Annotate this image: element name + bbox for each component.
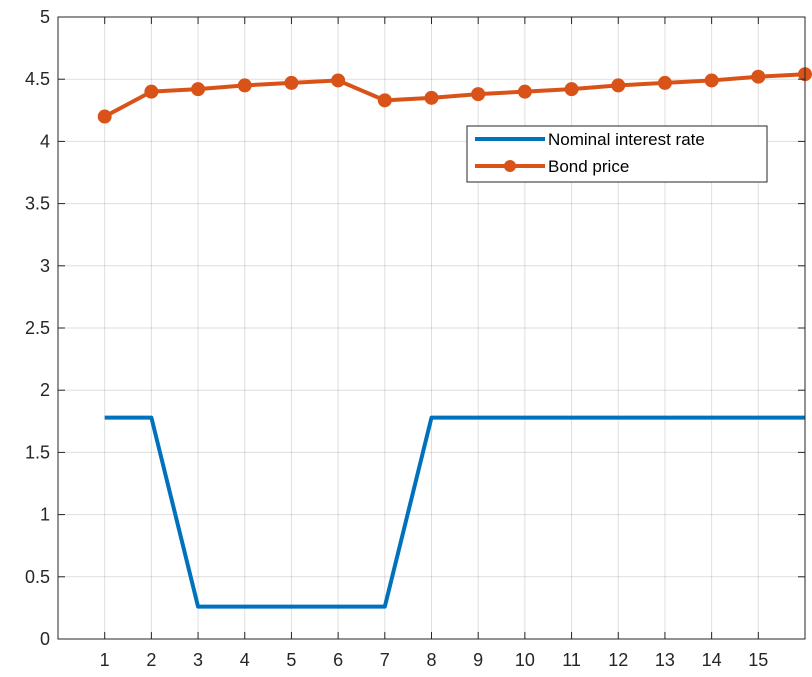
data-point-bond-price	[657, 75, 672, 90]
x-tick-label: 15	[748, 650, 768, 670]
ticks: 1 2 3 4 5 6 7 8 9 10 11 12 13 14 1500.511.522.533.544.…	[25, 7, 805, 670]
y-tick-label: 5	[40, 7, 50, 27]
data-point-bond-price	[191, 82, 206, 97]
y-tick-label: 0	[40, 629, 50, 649]
legend-box	[466, 125, 768, 183]
data-point-bond-price	[424, 90, 439, 105]
data-point-bond-price	[564, 82, 579, 97]
y-tick-label: 4	[40, 131, 50, 151]
x-tick-label: 4	[240, 650, 250, 670]
y-tick-label: 2	[40, 380, 50, 400]
x-tick-label: 7	[380, 650, 390, 670]
series-line-nominal-interest-rate	[104, 415, 805, 609]
y-tick-label: 3.5	[25, 194, 50, 214]
legend: Nominal interest rate Bond price	[466, 125, 768, 183]
x-tick-label: 12	[608, 650, 628, 670]
x-tick-label: 8	[426, 650, 436, 670]
y-tick-label: 1.5	[25, 442, 50, 462]
x-tick-label: 10	[515, 650, 535, 670]
data-point-bond-price	[237, 78, 252, 93]
x-tick-label: 13	[655, 650, 675, 670]
x-tick-label: 14	[702, 650, 722, 670]
x-tick-label: 3	[193, 650, 203, 670]
series-line-bond-price	[103, 72, 806, 119]
y-tick-label: 0.5	[25, 567, 50, 587]
x-tick-label: 11	[562, 650, 581, 670]
series-layer	[97, 67, 812, 609]
data-point-bond-price	[517, 84, 532, 99]
legend-label-bond-price: Bond price	[548, 157, 629, 176]
data-point-bond-price	[377, 93, 392, 108]
x-tick-label: 2	[146, 650, 156, 670]
data-point-bond-price	[284, 75, 299, 90]
x-tick-label: 5	[286, 650, 296, 670]
data-point-bond-price	[751, 69, 766, 84]
y-tick-label: 1	[40, 505, 50, 525]
legend-marker-bond-price	[504, 160, 516, 172]
data-point-bond-price	[331, 73, 346, 88]
x-tick-label: 9	[473, 650, 483, 670]
data-point-bond-price	[97, 109, 112, 124]
y-tick-label: 4.5	[25, 69, 50, 89]
data-point-bond-price	[704, 73, 719, 88]
data-point-bond-price	[144, 84, 159, 99]
x-tick-label: 1	[100, 650, 110, 670]
y-tick-label: 2.5	[25, 318, 50, 338]
legend-label-nominal-interest-rate: Nominal interest rate	[548, 130, 705, 149]
data-point-bond-price	[611, 78, 626, 93]
x-tick-label: 6	[333, 650, 343, 670]
grid	[58, 16, 805, 640]
data-point-bond-price	[471, 87, 486, 102]
y-tick-label: 3	[40, 256, 50, 276]
